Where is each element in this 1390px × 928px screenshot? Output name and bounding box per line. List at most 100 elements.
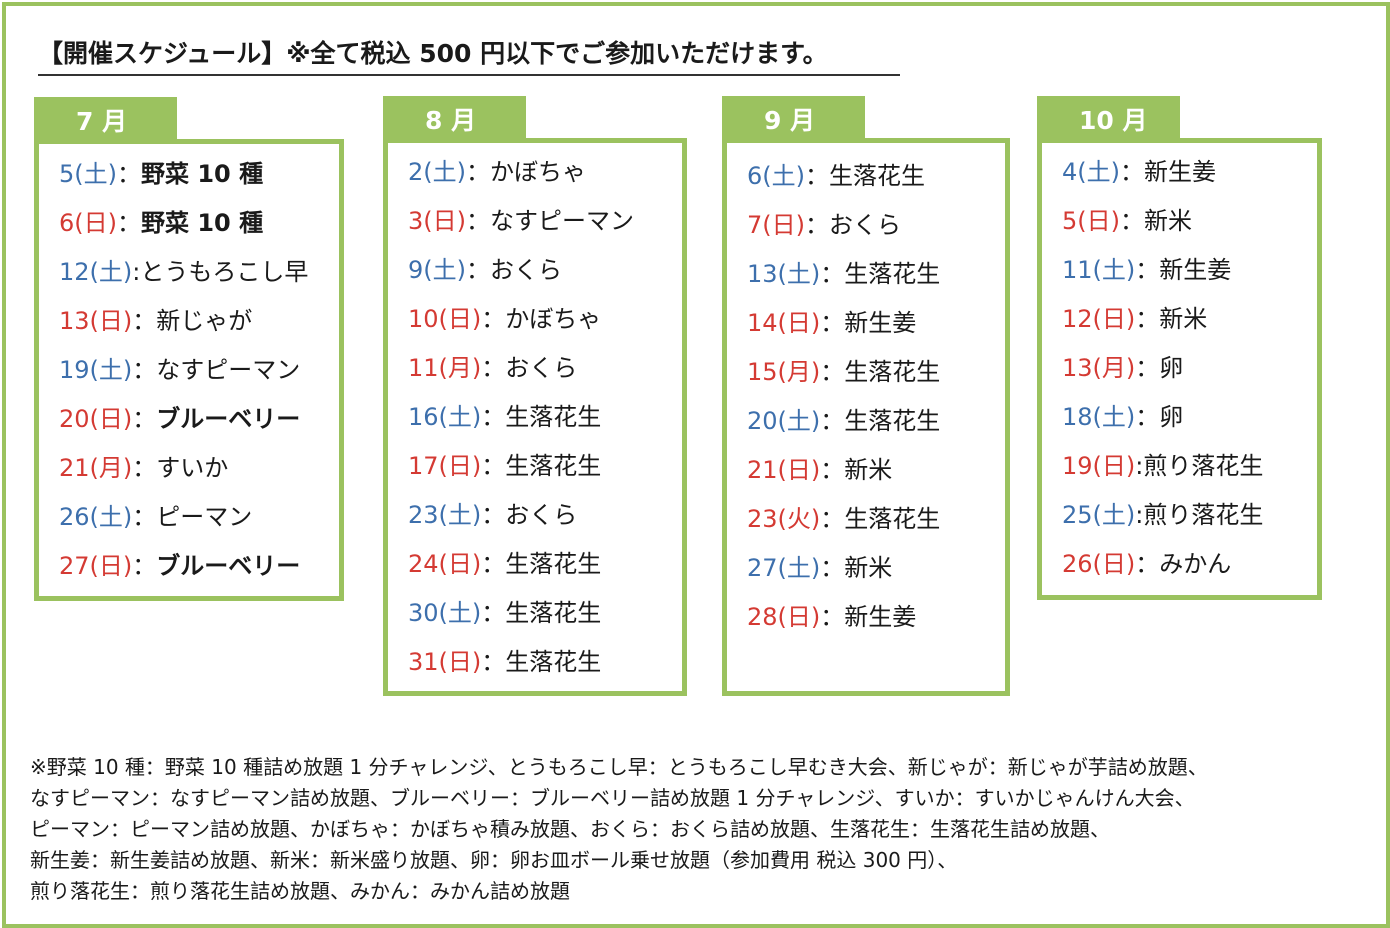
entry-separator: ： (132, 356, 157, 384)
entry-date: 19(日) (1062, 452, 1136, 480)
entry-list: 5(土)：野菜 10 種 6(日)：野菜 10 種 12(土):とうもろこし早 13(… (59, 150, 308, 591)
entry-item: すいか (156, 454, 229, 482)
entry-item: 生落花生 (844, 260, 941, 288)
schedule-entry: 14(日)：新生姜 (747, 299, 940, 348)
schedule-entry: 27(土)：新米 (747, 544, 940, 593)
entry-item: 生落花生 (844, 358, 941, 386)
entry-date: 24(日) (408, 550, 482, 578)
entry-separator: ： (466, 158, 490, 186)
entry-item: ブルーベリー (156, 552, 301, 580)
entry-date: 18(土) (1062, 403, 1136, 431)
entry-separator: ： (132, 503, 157, 531)
footnote-line: 煎り落花生：煎り落花生詰め放題、みかん：みかん詰め放題 (30, 879, 570, 903)
entry-date: 9(土) (408, 256, 466, 284)
entry-separator: ： (132, 552, 157, 580)
entry-date: 7(日) (747, 211, 805, 239)
entry-item: 野菜 10 種 (141, 160, 264, 188)
schedule-entry: 4(土)：新生姜 (1062, 148, 1263, 197)
entry-separator: ： (820, 260, 845, 288)
month-label: 9 月 (722, 96, 865, 140)
entry-date: 13(月) (1062, 354, 1136, 382)
entry-date: 13(日) (59, 307, 133, 335)
schedule-entry: 5(日)：新米 (1062, 197, 1263, 246)
page-title: 【開催スケジュール】※全て税込 500 円以下でご参加いただけます。 (38, 34, 900, 76)
entry-item: 新じゃが (156, 307, 253, 335)
month-label: 8 月 (383, 96, 526, 140)
entry-item: 新生姜 (1144, 158, 1216, 186)
entry-date: 12(日) (1062, 305, 1136, 333)
entry-date: 20(日) (59, 405, 133, 433)
schedule-entry: 19(土)：なすピーマン (59, 346, 308, 395)
entry-date: 16(土) (408, 403, 482, 431)
schedule-entry: 21(月)：すいか (59, 444, 308, 493)
entry-date: 10(日) (408, 305, 482, 333)
entry-separator: : (132, 258, 141, 286)
entry-item: みかん (1159, 550, 1232, 578)
entry-item: なすピーマン (490, 207, 634, 235)
entry-item: 生落花生 (505, 648, 602, 676)
entry-date: 5(日) (1062, 207, 1120, 235)
schedule-entry: 11(月)：おくら (408, 344, 634, 393)
entry-item: 新米 (844, 554, 893, 582)
schedule-entry: 10(日)：かぼちゃ (408, 295, 634, 344)
entry-item: 新生姜 (844, 603, 917, 631)
entry-separator: : (1135, 501, 1144, 529)
entry-separator: ： (820, 554, 845, 582)
schedule-entry: 26(日)：みかん (1062, 540, 1263, 589)
entry-separator: ： (117, 209, 141, 237)
schedule-entry: 20(土)：生落花生 (747, 397, 940, 446)
entry-separator: ： (820, 407, 845, 435)
month-box: 5(土)：野菜 10 種 6(日)：野菜 10 種 12(土):とうもろこし早 13(… (34, 139, 344, 601)
schedule-entry: 21(日)：新米 (747, 446, 940, 495)
entry-item: 生落花生 (844, 407, 941, 435)
entry-separator: ： (1135, 305, 1160, 333)
entry-item: かぼちゃ (490, 158, 586, 186)
schedule-entry: 18(土)：卵 (1062, 393, 1263, 442)
entry-date: 25(土) (1062, 501, 1136, 529)
schedule-entry: 12(日)：新米 (1062, 295, 1263, 344)
entry-separator: ： (820, 505, 845, 533)
entry-separator: ： (481, 403, 506, 431)
entry-separator: ： (481, 501, 506, 529)
schedule-entry: 28(日)：新生姜 (747, 593, 940, 642)
entry-date: 13(土) (747, 260, 821, 288)
entry-item: 煎り落花生 (1143, 501, 1264, 529)
month-box: 6(土)：生落花生 7(日)：おくら 13(土)：生落花生 14(日)：新生姜 15(月… (722, 138, 1010, 696)
entry-item: 新米 (844, 456, 893, 484)
entry-separator: ： (805, 211, 829, 239)
entry-item: ピーマン (156, 503, 253, 531)
entry-separator: ： (117, 160, 141, 188)
schedule-entry: 9(土)：おくら (408, 246, 634, 295)
entry-separator: ： (1135, 256, 1160, 284)
entry-date: 26(日) (1062, 550, 1136, 578)
footnote-line: 新生姜：新生姜詰め放題、新米：新米盛り放題、卵：卵お皿ボール乗せ放題（参加費用 … (30, 848, 958, 872)
entry-list: 4(土)：新生姜 5(日)：新米 11(土)：新生姜 12(日)：新米 13(月)：卵 1… (1062, 148, 1263, 589)
schedule-entry: 11(土)：新生姜 (1062, 246, 1263, 295)
entry-separator: ： (481, 452, 506, 480)
entry-separator: ： (805, 162, 829, 190)
entry-list: 2(土)：かぼちゃ 3(日)：なすピーマン 9(土)：おくら 10(日)：かぼちゃ 11… (408, 148, 634, 687)
schedule-entry: 26(土)：ピーマン (59, 493, 308, 542)
entry-separator: ： (481, 550, 506, 578)
schedule-entry: 24(日)：生落花生 (408, 540, 634, 589)
schedule-entry: 13(土)：生落花生 (747, 250, 940, 299)
entry-separator: ： (481, 648, 506, 676)
entry-separator: ： (481, 354, 506, 382)
entry-item: 生落花生 (505, 403, 602, 431)
entry-date: 20(土) (747, 407, 821, 435)
entry-date: 14(日) (747, 309, 821, 337)
footnote-line: なすピーマン：なすピーマン詰め放題、ブルーベリー：ブルーベリー詰め放題 1 分チ… (30, 786, 1195, 810)
entry-date: 12(土) (59, 258, 133, 286)
entry-date: 11(月) (408, 354, 482, 382)
footnotes: ※野菜 10 種：野菜 10 種詰め放題 1 分チャレンジ、とうもろこし早：とう… (30, 752, 1375, 907)
schedule-entry: 30(土)：生落花生 (408, 589, 634, 638)
entry-date: 2(土) (408, 158, 466, 186)
entry-date: 31(日) (408, 648, 482, 676)
entry-separator: ： (466, 207, 490, 235)
entry-separator: : (1135, 452, 1144, 480)
entry-date: 6(土) (747, 162, 805, 190)
entry-date: 6(日) (59, 209, 117, 237)
entry-separator: ： (132, 405, 157, 433)
entry-separator: ： (820, 456, 845, 484)
schedule-entry: 23(土)：おくら (408, 491, 634, 540)
